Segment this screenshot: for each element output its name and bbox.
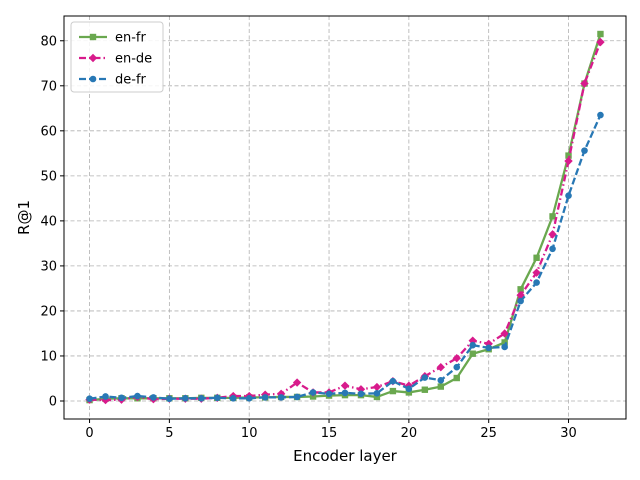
data-point-de-fr — [198, 394, 205, 402]
data-point-en-de — [452, 354, 461, 363]
series-layer — [85, 30, 605, 405]
data-point-de-fr — [277, 394, 285, 401]
data-point-de-fr — [213, 394, 221, 402]
data-point-en-de — [580, 79, 589, 88]
legend-label: en-de — [115, 52, 152, 67]
data-point-en-fr — [469, 350, 476, 357]
x-tick-label: 15 — [321, 426, 338, 441]
x-axis-label: Encoder layer — [293, 447, 398, 465]
legend-marker — [89, 33, 97, 41]
legend: en-fr en-de de-fr — [70, 21, 164, 93]
data-point-en-fr — [565, 152, 572, 159]
legend-item-en-de: en-de — [79, 52, 152, 67]
data-point-de-fr — [309, 389, 317, 396]
data-point-de-fr — [549, 245, 556, 253]
data-point-en-fr — [549, 213, 556, 220]
data-point-en-de — [564, 156, 573, 166]
data-point-de-fr — [134, 392, 141, 400]
data-point-de-fr — [405, 385, 413, 393]
data-point-de-fr — [501, 343, 508, 351]
data-point-de-fr — [150, 394, 157, 401]
data-point-de-fr — [86, 395, 93, 403]
data-point-en-fr — [453, 374, 460, 382]
y-tick-label: 10 — [40, 349, 57, 364]
series-de-fr — [86, 111, 604, 403]
data-point-de-fr — [325, 390, 333, 398]
data-point-de-fr — [229, 394, 237, 402]
data-point-de-fr — [373, 390, 381, 397]
data-point-en-fr — [405, 389, 413, 396]
x-tick-label: 5 — [165, 426, 173, 441]
data-point-en-fr — [373, 393, 381, 401]
data-point-en-de — [292, 378, 302, 387]
x-tick-label: 30 — [560, 426, 577, 441]
data-point-de-fr — [565, 192, 572, 199]
data-point-de-fr — [245, 394, 253, 402]
legend-item-en-fr: en-fr — [79, 31, 147, 46]
data-point-de-fr — [437, 376, 445, 384]
legend-label: en-fr — [115, 31, 147, 46]
y-tick-label: 20 — [40, 304, 57, 319]
legend-marker — [88, 53, 98, 63]
data-point-de-fr — [517, 297, 524, 305]
data-point-de-fr — [581, 147, 588, 154]
data-point-en-fr — [517, 286, 524, 293]
data-point-de-fr — [166, 395, 173, 403]
data-point-en-de — [340, 381, 350, 390]
data-point-de-fr — [261, 394, 269, 401]
data-point-en-de — [548, 230, 557, 239]
x-tick-label: 10 — [241, 426, 258, 441]
legend-label: de-fr — [115, 73, 147, 88]
legend-marker — [89, 75, 97, 83]
ticks: 0 5 10 15 20 25 30 0 10 20 30 40 50 60 70 80 — [40, 34, 576, 441]
data-point-en-fr — [533, 254, 540, 261]
data-point-de-fr — [485, 344, 492, 352]
data-point-en-de — [436, 363, 445, 372]
data-point-en-fr — [501, 339, 508, 346]
x-tick-label: 0 — [85, 426, 93, 441]
data-point-en-fr — [437, 383, 444, 390]
data-point-de-fr — [357, 390, 365, 398]
x-tick-label: 25 — [480, 426, 497, 441]
y-tick-label: 30 — [40, 259, 57, 274]
data-point-de-fr — [469, 341, 477, 349]
data-point-en-de — [372, 382, 382, 392]
data-point-en-de — [596, 37, 605, 47]
y-tick-label: 50 — [40, 169, 57, 184]
data-point-de-fr — [453, 363, 461, 371]
y-axis-label: R@1 — [15, 200, 33, 235]
plot-frame — [63, 15, 627, 420]
data-point-en-de — [532, 268, 541, 277]
data-point-en-fr — [421, 386, 429, 393]
data-point-de-fr — [421, 374, 429, 381]
data-point-de-fr — [293, 393, 301, 401]
y-tick-label: 80 — [40, 34, 57, 49]
data-point-en-de — [500, 329, 509, 338]
data-point-en-fr — [597, 30, 604, 38]
data-point-de-fr — [182, 394, 189, 402]
y-tick-label: 60 — [40, 124, 57, 139]
data-point-de-fr — [118, 394, 125, 402]
data-point-de-fr — [102, 393, 109, 400]
data-point-de-fr — [533, 279, 540, 286]
y-tick-label: 70 — [40, 79, 57, 94]
data-point-de-fr — [389, 377, 397, 385]
data-point-en-fr — [389, 387, 397, 395]
series-line-en-fr — [89, 33, 602, 402]
data-point-de-fr — [597, 111, 604, 119]
x-tick-label: 20 — [401, 426, 418, 441]
legend-item-de-fr: de-fr — [79, 73, 147, 88]
series-en-fr — [86, 30, 604, 404]
y-tick-label: 0 — [49, 394, 57, 409]
data-point-de-fr — [341, 389, 349, 397]
y-tick-label: 40 — [40, 214, 57, 229]
